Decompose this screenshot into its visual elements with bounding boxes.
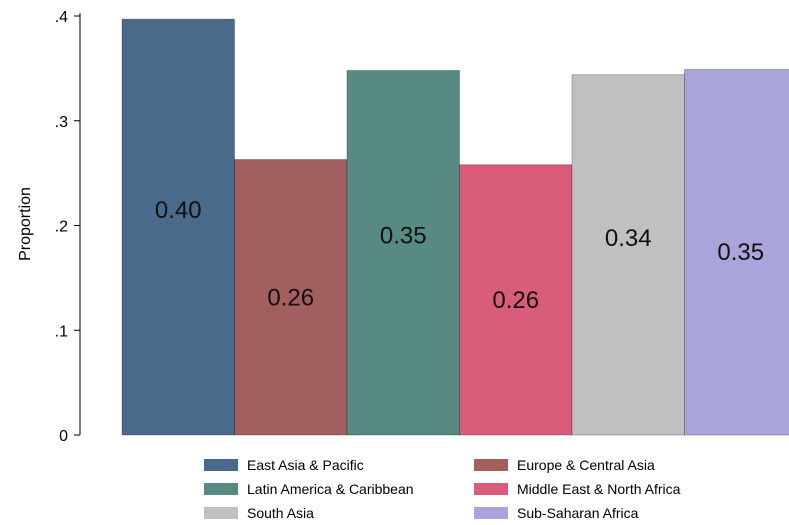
legend-swatch: [204, 507, 238, 519]
legend-label: Sub-Saharan Africa: [517, 505, 639, 521]
bar-5: [571, 74, 685, 436]
y-tick-label: .4: [55, 9, 68, 26]
y-tick-label: .3: [55, 114, 68, 131]
bar-value-label: 0.26: [492, 287, 539, 314]
bar-value-label: 0.26: [267, 284, 314, 311]
bar-value-label: 0.34: [605, 225, 652, 252]
y-tick-label: .1: [55, 323, 68, 340]
legend-swatch: [474, 483, 508, 495]
bar-value-label: 0.40: [155, 197, 202, 224]
legend-swatch: [204, 483, 238, 495]
bar-6: [684, 68, 789, 436]
legend-label: East Asia & Pacific: [247, 457, 364, 473]
y-tick-label: .2: [55, 219, 68, 236]
legend-label: Latin America & Caribbean: [247, 481, 414, 497]
bar-2: [234, 159, 348, 436]
y-tick-label: 0: [59, 428, 68, 445]
legend-swatch: [474, 507, 508, 519]
legend-label: South Asia: [247, 505, 314, 521]
bar-3: [346, 69, 460, 436]
legend: East Asia & Pacific Europe & Central Asia…: [204, 457, 681, 521]
legend-label: Europe & Central Asia: [517, 457, 655, 473]
bar-value-label: 0.35: [717, 239, 764, 266]
bars-group: 0.40 0.26 0.35 0.26 0.34 0.35: [121, 18, 789, 436]
legend-label: Middle East & North Africa: [517, 481, 681, 497]
y-axis-ticks: 0 .1 .2 .3 .4: [55, 9, 80, 445]
legend-swatch: [474, 459, 508, 471]
bar-value-label: 0.35: [380, 223, 427, 250]
legend-swatch: [204, 459, 238, 471]
bar-1: [121, 18, 235, 436]
y-axis-title: Proportion: [17, 187, 34, 261]
